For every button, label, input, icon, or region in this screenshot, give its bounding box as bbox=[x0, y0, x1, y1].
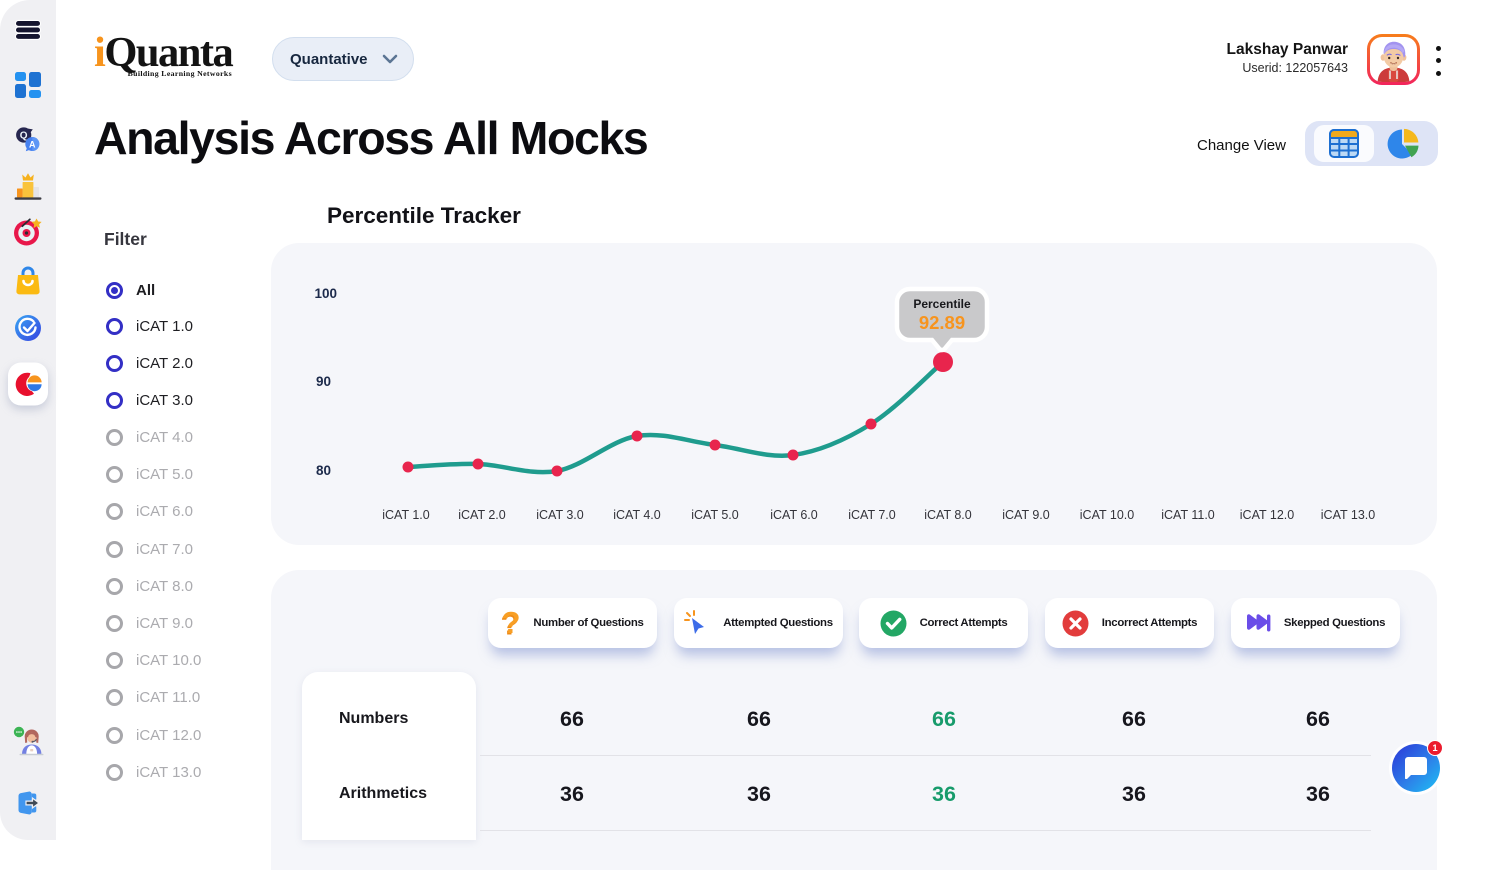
svg-text:iCAT 8.0: iCAT 8.0 bbox=[924, 508, 972, 522]
svg-text:Percentile: Percentile bbox=[913, 297, 971, 311]
svg-text:iCAT 7.0: iCAT 7.0 bbox=[848, 508, 896, 522]
svg-text:iCAT 4.0: iCAT 4.0 bbox=[613, 508, 661, 522]
svg-text:92.89: 92.89 bbox=[919, 312, 965, 333]
svg-text:90: 90 bbox=[316, 374, 331, 389]
svg-text:iCAT 11.0: iCAT 11.0 bbox=[1161, 508, 1215, 522]
svg-text:iCAT 6.0: iCAT 6.0 bbox=[770, 508, 818, 522]
svg-text:iCAT 2.0: iCAT 2.0 bbox=[458, 508, 506, 522]
svg-text:iCAT 10.0: iCAT 10.0 bbox=[1080, 508, 1134, 522]
svg-text:Q: Q bbox=[20, 131, 28, 142]
svg-text:80: 80 bbox=[316, 463, 331, 478]
svg-text:iCAT 3.0: iCAT 3.0 bbox=[536, 508, 584, 522]
svg-text:iCAT 9.0: iCAT 9.0 bbox=[1002, 508, 1050, 522]
svg-text:100: 100 bbox=[314, 286, 337, 301]
svg-text:iCAT 12.0: iCAT 12.0 bbox=[1240, 508, 1294, 522]
svg-text:iCAT 13.0: iCAT 13.0 bbox=[1321, 508, 1375, 522]
svg-text:A: A bbox=[29, 139, 36, 149]
svg-text:iCAT 1.0: iCAT 1.0 bbox=[382, 508, 430, 522]
svg-text:iCAT 5.0: iCAT 5.0 bbox=[691, 508, 739, 522]
